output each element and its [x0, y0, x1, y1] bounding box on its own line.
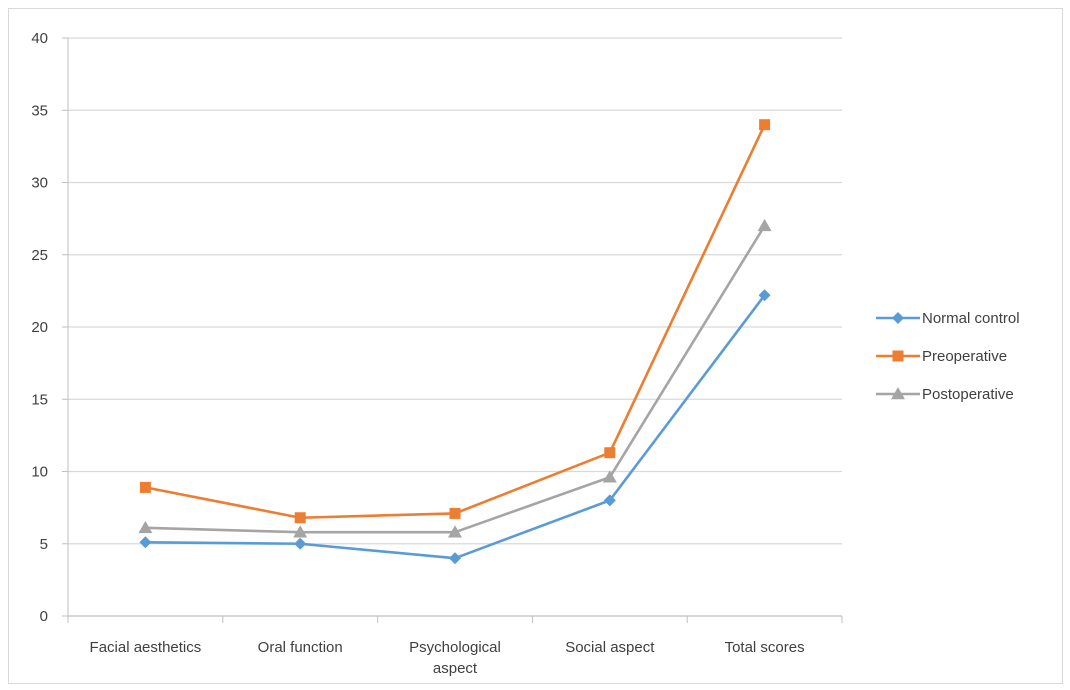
y-tick-label: 20 [31, 319, 48, 336]
data-point [139, 536, 152, 549]
data-point [604, 447, 616, 459]
y-tick-label: 30 [31, 175, 48, 192]
y-tick-label: 25 [31, 247, 48, 264]
y-tick-label: 40 [31, 30, 48, 47]
y-tick-label: 35 [31, 102, 48, 119]
legend-label: Postoperative [922, 386, 1014, 403]
x-axis: Facial aesthetics Oral function Psychologi… [67, 38, 843, 677]
x-tick-label: Total scores [725, 639, 805, 656]
data-point [138, 520, 153, 534]
legend-label: Preoperative [922, 348, 1007, 365]
series-layer [138, 119, 772, 565]
data-point [449, 507, 461, 519]
series-line [145, 124, 766, 520]
data-point [448, 525, 462, 538]
y-tick-label: 15 [31, 391, 48, 408]
y-tick-label: 5 [40, 536, 48, 553]
y-axis-ticks: 0 5 10 15 20 25 30 35 40 [31, 30, 68, 625]
legend: Normal control Preoperative Postoperative [876, 310, 1020, 403]
data-point [603, 494, 616, 507]
data-point [294, 537, 307, 550]
chart-frame [8, 8, 1063, 684]
legend-marker [892, 312, 904, 324]
data-point [602, 470, 617, 483]
series-preoperative [139, 119, 771, 524]
y-tick-label: 10 [31, 464, 48, 481]
series-line [145, 225, 766, 534]
legend-label: Normal control [922, 310, 1020, 327]
data-point [293, 525, 308, 538]
series-postoperative [138, 218, 772, 538]
legend-item: Normal control [876, 310, 1020, 327]
data-point [758, 289, 771, 302]
x-tick-label-line: Psychological [409, 639, 501, 656]
data-point [449, 552, 461, 565]
x-tick-label: Facial aesthetics [90, 639, 202, 656]
legend-marker [892, 350, 904, 362]
x-tick-label: Psychological aspect [409, 639, 501, 677]
legend-marker [891, 387, 905, 400]
x-tick-label: Social aspect [565, 639, 655, 656]
legend-item: Postoperative [876, 386, 1014, 403]
series-normal-control [139, 289, 771, 565]
data-point [294, 512, 306, 524]
data-point [139, 481, 151, 493]
x-tick-label: Oral function [258, 639, 343, 656]
legend-item: Preoperative [876, 348, 1007, 365]
x-tick-label-line: aspect [433, 660, 478, 677]
y-tick-label: 0 [40, 608, 48, 625]
data-point [759, 119, 771, 131]
data-point [757, 218, 772, 232]
